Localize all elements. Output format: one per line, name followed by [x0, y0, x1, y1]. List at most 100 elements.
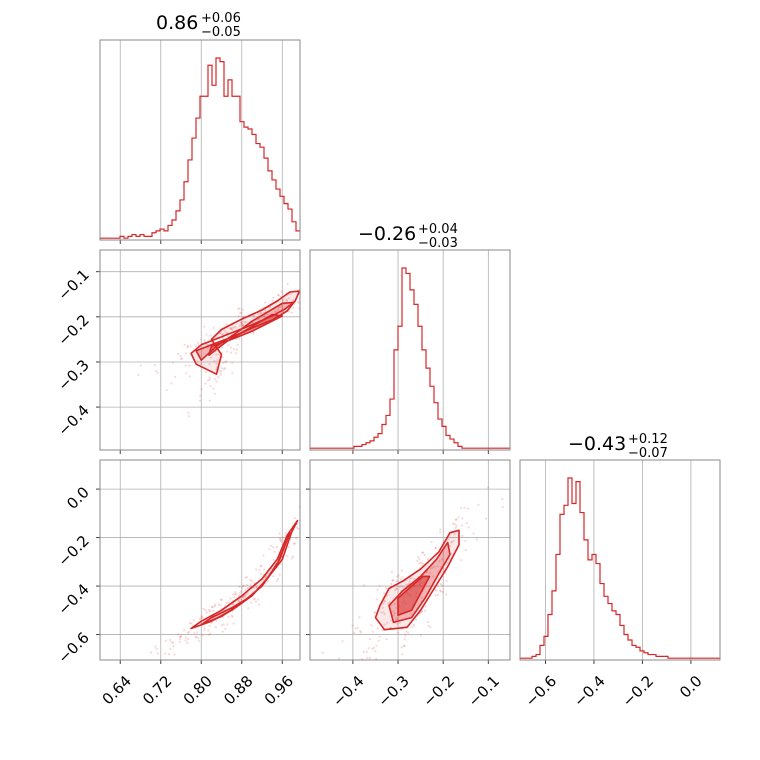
scatter-point	[155, 369, 158, 373]
scatter-point	[174, 375, 177, 378]
scatter-point	[214, 603, 217, 606]
scatter-point	[423, 554, 426, 557]
scatter-point	[420, 596, 423, 599]
scatter-point	[196, 341, 200, 344]
scatter-point	[234, 593, 238, 596]
scatter-point	[446, 561, 449, 564]
scatter-point	[183, 343, 186, 346]
scatter-point	[259, 565, 262, 568]
scatter-point	[268, 548, 271, 551]
scatter-point	[453, 533, 456, 536]
scatter-point	[484, 517, 488, 520]
scatter-point	[418, 558, 421, 561]
scatter-point	[273, 550, 276, 553]
scatter-point	[200, 362, 203, 365]
scatter-point	[263, 568, 266, 571]
x-tick-label-p0: 0.96	[261, 672, 297, 708]
scatter-point	[334, 473, 336, 475]
scatter-point	[313, 497, 315, 499]
scatter-point	[219, 604, 222, 607]
scatter-point	[215, 362, 218, 366]
scatter-point	[441, 590, 445, 594]
scatter-point	[172, 645, 175, 648]
scatter-point	[220, 369, 223, 372]
scatter-point	[280, 304, 283, 307]
scatter-point	[487, 486, 490, 489]
y-tick-label-p2: −0.4	[54, 580, 92, 618]
scatter-point	[234, 352, 238, 355]
scatter-point	[237, 315, 240, 318]
scatter-point	[321, 651, 324, 654]
x-tick-label-p2: −0.6	[522, 672, 560, 710]
scatter-point	[371, 630, 374, 633]
scatter-point	[344, 257, 346, 259]
scatter-point	[358, 616, 361, 619]
scatter-point	[170, 382, 173, 385]
scatter-point	[187, 415, 190, 418]
scatter-point	[435, 589, 438, 592]
scatter-point	[221, 333, 225, 336]
scatter-point	[362, 584, 365, 587]
scatter-point	[232, 622, 235, 625]
scatter-point	[284, 532, 287, 535]
scatter-point	[181, 357, 184, 360]
scatter-point	[368, 637, 372, 641]
scatter-point	[266, 580, 269, 583]
scatter-point	[178, 640, 181, 643]
scatter-point	[306, 295, 308, 297]
title-p2-plus: +0.12	[628, 432, 668, 447]
panel-1-0	[96, 249, 346, 454]
scatter-point	[354, 627, 357, 630]
scatter-point	[376, 627, 379, 630]
scatter-point	[404, 634, 407, 637]
scatter-point	[195, 635, 198, 638]
scatter-point	[387, 602, 390, 605]
scatter-point	[217, 353, 220, 356]
scatter-point	[189, 345, 192, 348]
scatter-point	[194, 344, 198, 348]
scatter-point	[210, 621, 213, 624]
x-tick-label-p2: −0.4	[570, 672, 608, 710]
scatter-point	[229, 597, 232, 600]
scatter-point	[501, 497, 504, 500]
contour-level-2	[397, 575, 431, 616]
scatter-point	[170, 641, 173, 644]
scatter-point	[192, 618, 196, 621]
scatter-point	[370, 624, 373, 627]
scatter-point	[198, 618, 201, 621]
scatter-point	[260, 564, 263, 567]
scatter-point	[224, 604, 227, 607]
scatter-point	[386, 621, 389, 624]
scatter-point	[281, 306, 284, 309]
scatter-point	[184, 364, 187, 367]
scatter-point	[421, 551, 425, 554]
scatter-point	[240, 311, 243, 315]
scatter-point	[445, 593, 448, 596]
scatter-point	[293, 542, 296, 545]
scatter-point	[393, 589, 397, 592]
scatter-point	[436, 584, 440, 588]
scatter-point	[238, 585, 241, 588]
scatter-point	[403, 644, 406, 648]
scatter-point	[395, 622, 398, 625]
scatter-point	[402, 586, 405, 589]
scatter-point	[463, 506, 466, 509]
scatter-point	[225, 350, 229, 353]
scatter-point	[243, 584, 246, 587]
scatter-point	[440, 590, 443, 593]
scatter-point	[450, 552, 453, 555]
scatter-point	[244, 594, 247, 597]
scatter-point	[231, 615, 234, 618]
scatter-point	[257, 603, 260, 606]
y-tick-label-p1: −0.1	[54, 266, 92, 304]
scatter-point	[242, 320, 245, 323]
scatter-point	[226, 623, 229, 626]
scatter-point	[381, 606, 384, 609]
x-tick-label-p0: 0.64	[99, 672, 135, 708]
panel-frame	[309, 459, 511, 661]
scatter-point	[417, 555, 420, 559]
scatter-area	[137, 257, 346, 418]
scatter-point	[377, 639, 380, 642]
scatter-point	[215, 619, 218, 622]
